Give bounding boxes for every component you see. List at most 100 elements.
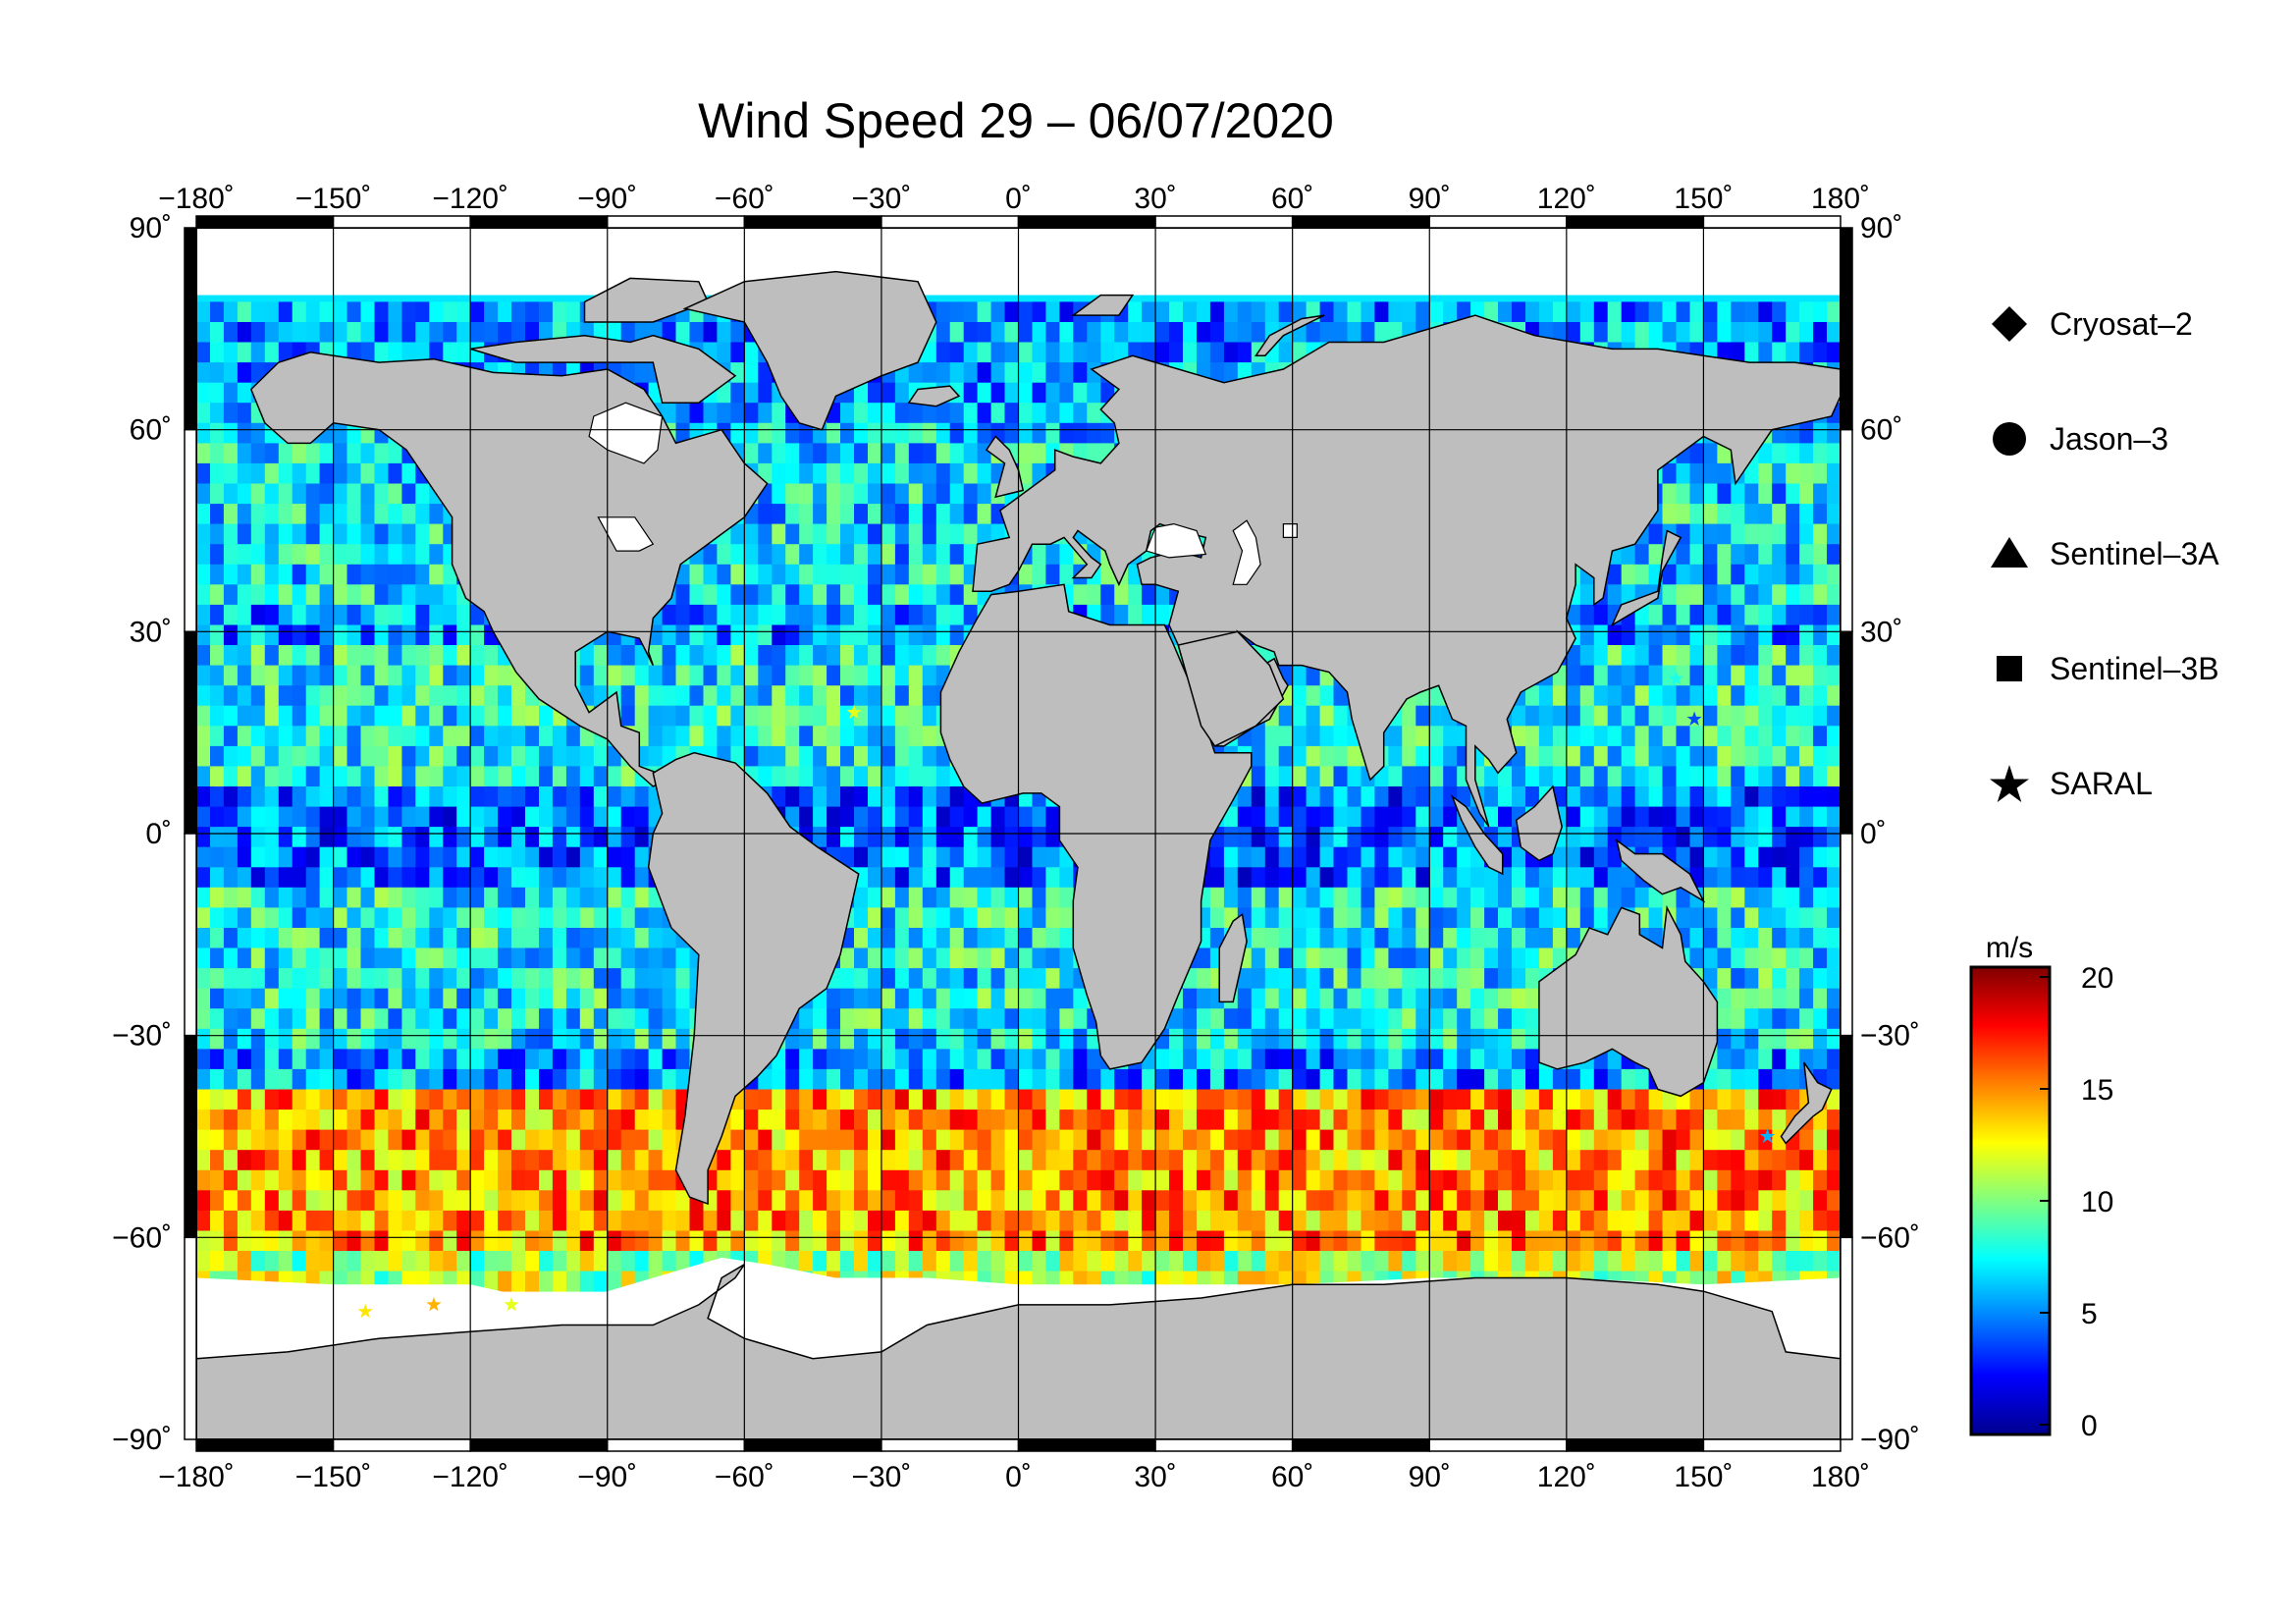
wind-cell <box>223 726 239 747</box>
wind-cell <box>1827 604 1841 625</box>
wind-cell <box>1429 1008 1444 1030</box>
wind-cell <box>429 928 444 948</box>
wind-cell <box>990 947 1006 969</box>
wind-cell <box>470 1109 485 1131</box>
wind-cell <box>1004 1129 1019 1151</box>
wind-cell <box>388 645 402 666</box>
wind-cell <box>347 604 361 625</box>
wind-cell <box>1292 968 1308 990</box>
wind-cell <box>1621 322 1636 343</box>
wind-cell <box>196 1008 211 1030</box>
wind-cell <box>1415 726 1430 747</box>
wind-cell <box>1264 968 1280 990</box>
wind-cell <box>1772 624 1787 646</box>
wind-cell <box>401 988 416 1009</box>
wind-cell <box>1676 907 1690 929</box>
wind-cell <box>1717 907 1732 929</box>
wind-cell <box>388 766 402 787</box>
wind-cell <box>456 827 471 848</box>
wind-cell <box>415 564 430 585</box>
wind-cell <box>360 462 375 484</box>
wind-cell <box>1676 846 1690 868</box>
wind-cell <box>935 504 951 525</box>
wind-cell <box>1662 685 1677 707</box>
wind-cell <box>196 483 211 505</box>
wind-cell <box>498 968 512 990</box>
wind-cell <box>868 504 882 525</box>
wind-cell <box>388 624 402 646</box>
wind-cell <box>1319 806 1335 828</box>
wind-cell <box>894 827 910 848</box>
wind-cell <box>868 443 882 464</box>
wind-cell <box>1018 301 1033 323</box>
wind-cell <box>443 1049 457 1070</box>
wind-cell <box>1717 584 1732 606</box>
wind-cell <box>1703 584 1718 606</box>
wind-cell <box>717 544 731 566</box>
wind-cell <box>237 1129 252 1151</box>
wind-cell <box>456 645 471 666</box>
wind-cell <box>278 504 294 525</box>
wind-cell <box>374 665 389 686</box>
wind-cell <box>772 462 786 484</box>
wind-cell <box>264 564 280 585</box>
wind-cell <box>1827 988 1841 1009</box>
wind-cell <box>1676 665 1690 686</box>
wind-cell <box>1347 1028 1362 1050</box>
wind-cell <box>1827 1008 1841 1030</box>
wind-cell <box>1689 604 1704 625</box>
wind-cell <box>443 928 457 948</box>
wind-cell <box>1114 322 1129 343</box>
wind-cell <box>223 584 239 606</box>
wind-cell <box>908 726 924 747</box>
wind-cell <box>1498 1089 1513 1110</box>
wind-cell <box>292 726 307 747</box>
wind-cell <box>1087 1068 1101 1090</box>
wind-cell <box>429 624 444 646</box>
wind-cell <box>730 362 745 384</box>
wind-cell <box>565 786 581 807</box>
wind-cell <box>854 786 869 807</box>
wind-cell <box>840 1109 855 1131</box>
wind-cell <box>1402 705 1416 727</box>
wind-cell <box>415 624 430 646</box>
wind-cell <box>1100 322 1115 343</box>
wind-cell <box>1827 624 1841 646</box>
wind-cell <box>1415 745 1430 767</box>
wind-cell <box>730 564 745 585</box>
wind-cell <box>827 665 841 686</box>
wind-cell <box>264 1028 280 1050</box>
wind-cell <box>1772 1028 1787 1050</box>
wind-cell <box>1689 786 1704 807</box>
wind-cell <box>1772 766 1787 787</box>
wind-cell <box>1566 685 1581 707</box>
wind-cell <box>1045 988 1060 1009</box>
wind-cell <box>456 786 471 807</box>
wind-cell <box>1813 867 1828 889</box>
wind-cell <box>717 322 731 343</box>
wind-cell <box>196 846 211 868</box>
wind-cell <box>1676 806 1690 828</box>
wind-cell <box>223 1008 239 1030</box>
wind-cell <box>1333 1089 1348 1110</box>
wind-cell <box>620 705 636 727</box>
wind-cell <box>1512 1109 1526 1131</box>
wind-cell <box>1004 867 1019 889</box>
wind-cell <box>990 1008 1006 1030</box>
wind-cell <box>1703 645 1718 666</box>
wind-cell <box>689 665 704 686</box>
wind-cell <box>388 685 402 707</box>
wind-cell <box>347 745 361 767</box>
wind-cell <box>1223 1049 1239 1070</box>
wind-cell <box>278 846 294 868</box>
wind-cell <box>539 786 554 807</box>
wind-cell <box>1197 1089 1211 1110</box>
wind-cell <box>1648 745 1664 767</box>
wind-cell <box>827 1028 841 1050</box>
wind-cell <box>264 685 280 707</box>
wind-cell <box>935 1068 951 1090</box>
wind-cell <box>278 988 294 1009</box>
wind-cell <box>1593 1089 1609 1110</box>
wind-cell <box>1744 745 1759 767</box>
wind-cell <box>511 928 526 948</box>
